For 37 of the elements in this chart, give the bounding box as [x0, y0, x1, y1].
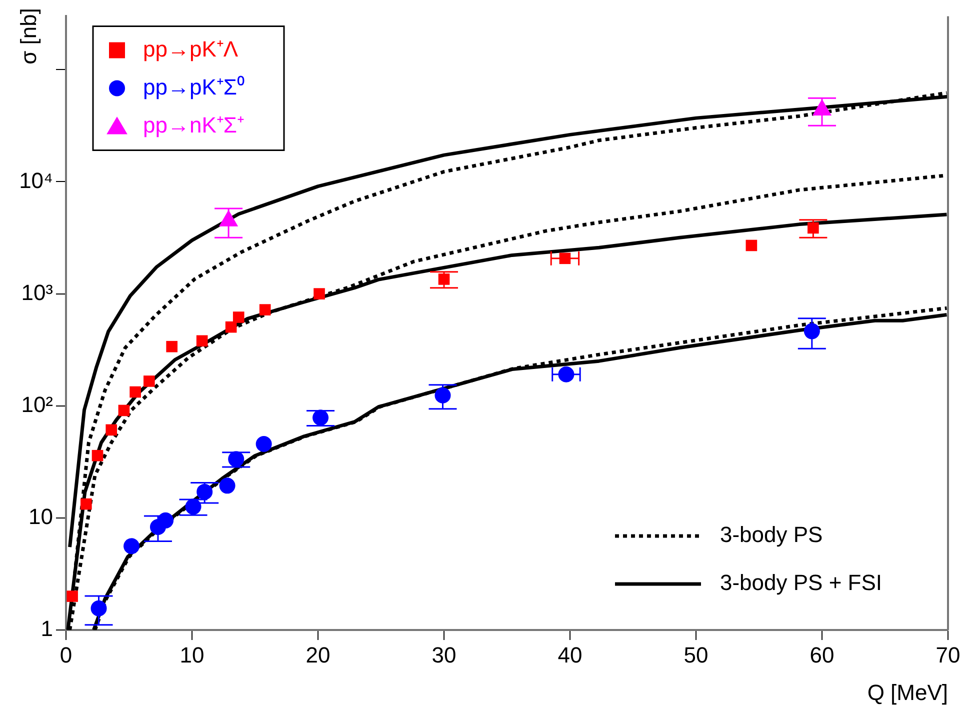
- point: [130, 386, 141, 398]
- point: [118, 404, 130, 416]
- point: [256, 436, 272, 452]
- point: [225, 321, 237, 333]
- x-tick-label: 10: [180, 642, 204, 668]
- x-tick-label: 50: [684, 642, 708, 668]
- y-tick-label: 1: [40, 616, 53, 642]
- point: [124, 538, 140, 554]
- y-axis-title: σ [nb]: [16, 8, 42, 64]
- point: [80, 498, 92, 510]
- y-tick-label: 10³: [21, 280, 53, 305]
- legend-label: 3-body PS + FSI: [720, 570, 882, 596]
- point: [66, 590, 78, 602]
- legend-label: pp→pK⁺Σ⁰: [143, 74, 245, 100]
- x-tick-label: 30: [432, 642, 456, 668]
- legend-label: pp→nK⁺Σ⁺: [143, 112, 244, 138]
- point: [314, 288, 325, 300]
- point: [196, 335, 208, 347]
- point: [166, 340, 178, 352]
- legend-label: 3-body PS: [720, 522, 823, 548]
- point: [232, 312, 244, 323]
- x-tick-label: 60: [810, 642, 834, 668]
- point: [106, 424, 118, 436]
- y-tick-label: 10⁴: [19, 168, 53, 193]
- point: [746, 240, 758, 252]
- legend-label: pp→pK⁺Λ: [143, 36, 238, 62]
- x-tick-label: 0: [60, 642, 72, 668]
- x-axis-title: Q [MeV]: [867, 680, 948, 705]
- x-tick-label: 70: [936, 642, 960, 668]
- y-tick-label: 10²: [21, 392, 53, 417]
- x-tick-label: 40: [558, 642, 582, 668]
- point: [144, 376, 155, 387]
- point: [92, 450, 104, 462]
- point: [219, 478, 236, 494]
- point: [259, 304, 271, 316]
- x-tick-label: 20: [306, 642, 330, 668]
- y-tick-label: 10: [28, 504, 53, 529]
